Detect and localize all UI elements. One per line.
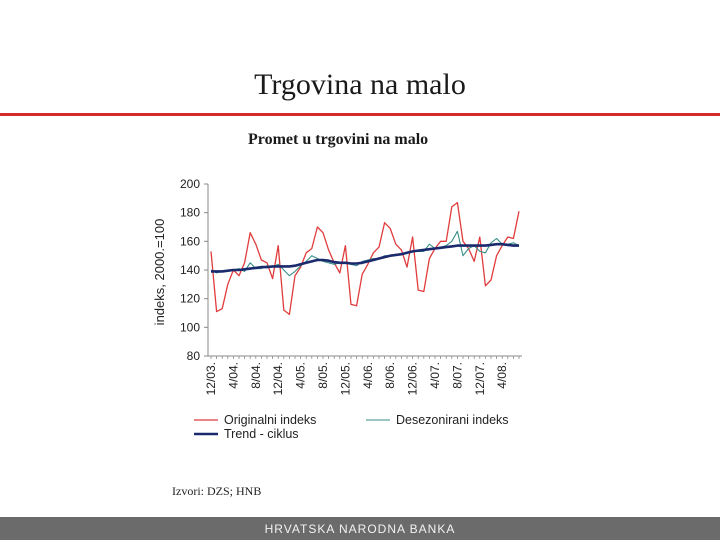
x-tick-label: 4/04. bbox=[226, 362, 240, 389]
x-tick-label: 4/06. bbox=[361, 362, 375, 389]
x-tick-label: 8/06. bbox=[383, 362, 397, 389]
y-tick-label: 100 bbox=[180, 320, 200, 334]
series-line-1 bbox=[210, 201, 520, 316]
x-tick-label: 12/06. bbox=[406, 362, 420, 395]
title-divider bbox=[0, 113, 720, 116]
x-tick-label: 12/07. bbox=[473, 362, 487, 395]
x-tick-label: 4/07. bbox=[428, 362, 442, 389]
y-tick-label: 140 bbox=[180, 263, 200, 277]
y-tick-label: 160 bbox=[180, 234, 200, 248]
x-tick-label: 4/08. bbox=[495, 362, 509, 389]
series-line-3 bbox=[211, 242, 519, 273]
retail-trade-chart: 80 100 120 140 160 180 200 12/03. 4/04. 8/04. 12/… bbox=[152, 177, 522, 441]
slide-title: Trgovina na malo bbox=[254, 68, 466, 101]
x-tick-label: 12/04. bbox=[271, 362, 285, 395]
y-tick-label: 80 bbox=[187, 349, 201, 363]
legend-label: Trend - ciklus bbox=[224, 427, 299, 441]
chart-title: Promet u trgovini na malo bbox=[248, 131, 429, 148]
y-tick-label: 180 bbox=[180, 206, 200, 220]
y-tick-label: 120 bbox=[180, 292, 200, 306]
x-tick-label: 4/05. bbox=[294, 362, 308, 389]
x-tick-label: 12/03. bbox=[204, 362, 218, 395]
footer-bar: HRVATSKA NARODNA BANKA bbox=[0, 517, 720, 540]
x-tick-label: 12/05. bbox=[338, 362, 352, 395]
legend-label: Desezonirani indeks bbox=[396, 413, 509, 427]
footer-text: HRVATSKA NARODNA BANKA bbox=[264, 521, 456, 536]
source-note: Izvori: DZS; HNB bbox=[172, 484, 262, 498]
y-axis-label: indeks, 2000.=100 bbox=[152, 219, 167, 326]
y-tick-label: 200 bbox=[180, 177, 200, 191]
x-tick-label: 8/05. bbox=[316, 362, 330, 389]
x-tick-label: 8/07. bbox=[450, 362, 464, 389]
legend-label: Originalni indeks bbox=[224, 413, 316, 427]
x-tick-label: 8/04. bbox=[249, 362, 263, 389]
